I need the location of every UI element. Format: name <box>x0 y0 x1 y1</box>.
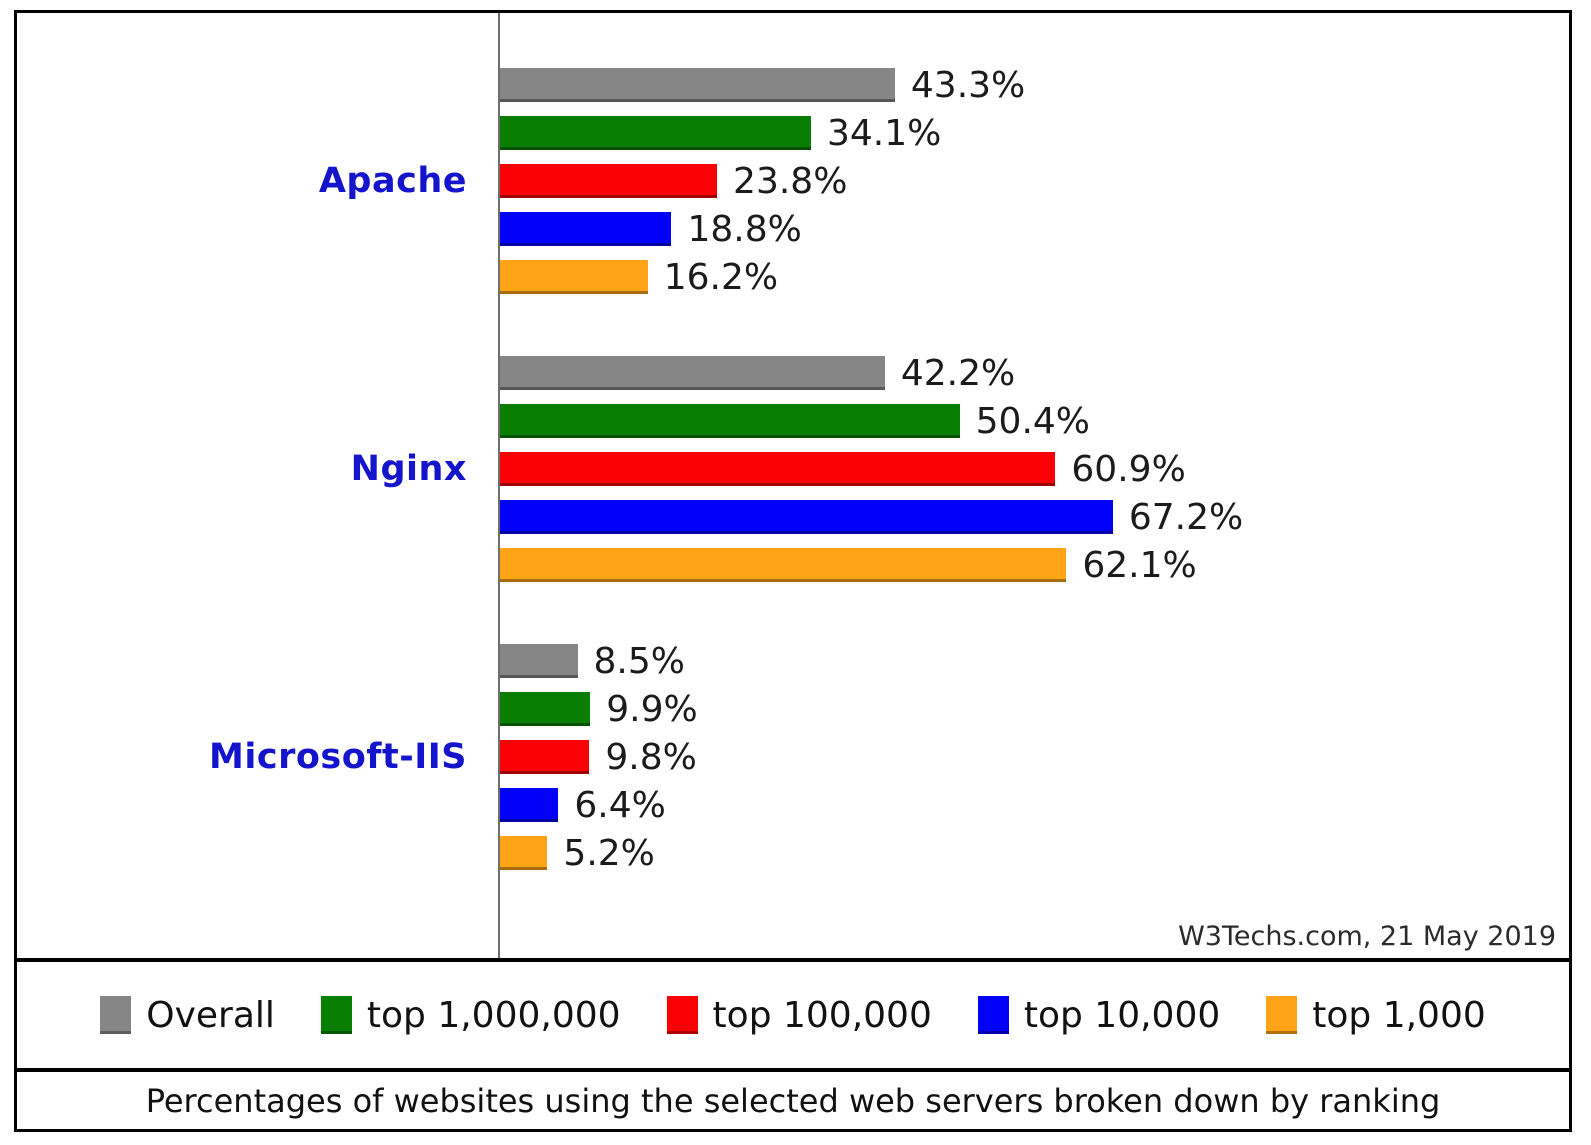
bar-value-microsoft-iis-top-100-000: 9.8% <box>605 736 697 778</box>
bar-apache-top-1-000 <box>500 260 648 294</box>
bar-row-microsoft-iis-top-100-000: 9.8% <box>500 733 698 781</box>
legend-label-top-100-000: top 100,000 <box>712 994 932 1036</box>
chart-area: Apache 43.3% 34.1% 23.8% 18.8% 16.2% Nginx 42.2… <box>17 13 1569 958</box>
bar-value-nginx-top-100-000: 60.9% <box>1071 448 1186 490</box>
bar-row-microsoft-iis-top-1-000-000: 9.9% <box>500 685 698 733</box>
legend-swatch-top-100-000 <box>666 996 698 1034</box>
bar-apache-top-10-000 <box>500 212 672 246</box>
caption-bar: Percentages of websites using the select… <box>17 1068 1569 1129</box>
bar-nginx-top-10-000 <box>500 500 1113 534</box>
legend-swatch-top-10-000 <box>977 996 1009 1034</box>
bar-group-apache: Apache 43.3% 34.1% 23.8% 18.8% 16.2% <box>17 61 1569 301</box>
bar-microsoft-iis-overall <box>500 644 578 678</box>
legend-label-top-10-000: top 10,000 <box>1023 994 1221 1036</box>
bar-nginx-top-1-000 <box>500 548 1067 582</box>
chart-frame: Apache 43.3% 34.1% 23.8% 18.8% 16.2% Nginx 42.2… <box>14 10 1572 1132</box>
bar-row-apache-overall: 43.3% <box>500 61 1025 109</box>
source-watermark: W3Techs.com, 21 May 2019 <box>1178 921 1556 952</box>
bar-apache-overall <box>500 68 895 102</box>
bar-row-nginx-top-1-000-000: 50.4% <box>500 397 1243 445</box>
bar-value-apache-top-1-000-000: 34.1% <box>826 112 942 154</box>
bar-value-microsoft-iis-top-1-000: 5.2% <box>563 832 655 874</box>
legend-label-top-1-000-000: top 1,000,000 <box>366 994 621 1036</box>
bar-row-microsoft-iis-top-1-000: 5.2% <box>500 829 698 877</box>
bar-row-apache-top-100-000: 23.8% <box>500 157 1025 205</box>
bar-apache-top-100-000 <box>500 164 718 198</box>
chart-caption: Percentages of websites using the select… <box>145 1081 1441 1120</box>
legend-item-top-1-000: top 1,000 <box>1266 995 1486 1036</box>
bar-microsoft-iis-top-1-000-000 <box>500 692 591 726</box>
legend-item-overall: Overall <box>100 995 275 1036</box>
bar-value-microsoft-iis-top-10-000: 6.4% <box>574 784 666 826</box>
bar-value-apache-top-100-000: 23.8% <box>733 160 848 202</box>
bar-row-microsoft-iis-overall: 8.5% <box>500 637 698 685</box>
chart-plot: Apache 43.3% 34.1% 23.8% 18.8% 16.2% Nginx 42.2… <box>17 13 1569 958</box>
bar-nginx-top-1-000-000 <box>500 404 960 438</box>
legend-item-top-1-000-000: top 1,000,000 <box>320 994 621 1036</box>
legend-swatch-top-1-000-000 <box>320 996 352 1034</box>
bar-row-nginx-top-1-000: 62.1% <box>500 541 1243 589</box>
bar-value-microsoft-iis-top-1-000-000: 9.9% <box>606 688 698 730</box>
legend-item-top-100-000: top 100,000 <box>666 994 932 1036</box>
bar-microsoft-iis-top-10-000 <box>500 788 559 822</box>
bar-row-nginx-top-100-000: 60.9% <box>500 445 1243 493</box>
bar-value-nginx-top-10-000: 67.2% <box>1128 496 1244 538</box>
bars-nginx: 42.2% 50.4% 60.9% 67.2% 62.1% <box>500 349 1243 589</box>
bars-apache: 43.3% 34.1% 23.8% 18.8% 16.2% <box>500 61 1025 301</box>
category-label-apache: Apache <box>318 161 467 201</box>
legend-label-top-1-000: top 1,000 <box>1312 994 1486 1036</box>
category-label-microsoft-iis: Microsoft-IIS <box>209 737 467 777</box>
bar-row-microsoft-iis-top-10-000: 6.4% <box>500 781 698 829</box>
bar-value-apache-top-10-000: 18.8% <box>687 208 802 250</box>
bar-group-microsoft-iis: Microsoft-IIS 8.5% 9.9% 9.8% 6.4% 5.2% <box>17 637 1569 877</box>
legend-swatch-top-1-000 <box>1266 996 1298 1034</box>
bar-row-apache-top-10-000: 18.8% <box>500 205 1025 253</box>
bar-row-nginx-top-10-000: 67.2% <box>500 493 1243 541</box>
legend-bar: Overall top 1,000,000 top 100,000 top 10,00… <box>17 958 1569 1068</box>
bar-nginx-top-100-000 <box>500 452 1056 486</box>
category-label-nginx: Nginx <box>350 449 467 489</box>
bar-microsoft-iis-top-1-000 <box>500 836 548 870</box>
bar-value-nginx-overall: 42.2% <box>900 352 1016 394</box>
bar-row-apache-top-1-000: 16.2% <box>500 253 1025 301</box>
bar-microsoft-iis-top-100-000 <box>500 740 590 774</box>
legend-item-top-10-000: top 10,000 <box>977 994 1221 1036</box>
bar-apache-top-1-000-000 <box>500 116 811 150</box>
legend-swatch-overall <box>100 996 132 1034</box>
bar-value-apache-overall: 43.3% <box>910 64 1026 106</box>
bar-value-nginx-top-1-000: 62.1% <box>1082 544 1197 586</box>
legend-label-overall: Overall <box>146 994 275 1036</box>
bar-value-nginx-top-1-000-000: 50.4% <box>975 400 1091 442</box>
bar-nginx-overall <box>500 356 885 390</box>
bar-value-microsoft-iis-overall: 8.5% <box>593 640 685 682</box>
bar-value-apache-top-1-000: 16.2% <box>663 256 779 298</box>
y-axis-line <box>498 13 500 958</box>
bar-row-nginx-overall: 42.2% <box>500 349 1243 397</box>
bar-row-apache-top-1-000-000: 34.1% <box>500 109 1025 157</box>
bar-group-nginx: Nginx 42.2% 50.4% 60.9% 67.2% 62.1% <box>17 349 1569 589</box>
bars-microsoft-iis: 8.5% 9.9% 9.8% 6.4% 5.2% <box>500 637 698 877</box>
